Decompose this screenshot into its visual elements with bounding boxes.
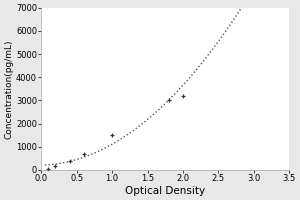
Y-axis label: Concentration(pg/mL): Concentration(pg/mL) [4,39,13,139]
X-axis label: Optical Density: Optical Density [125,186,205,196]
